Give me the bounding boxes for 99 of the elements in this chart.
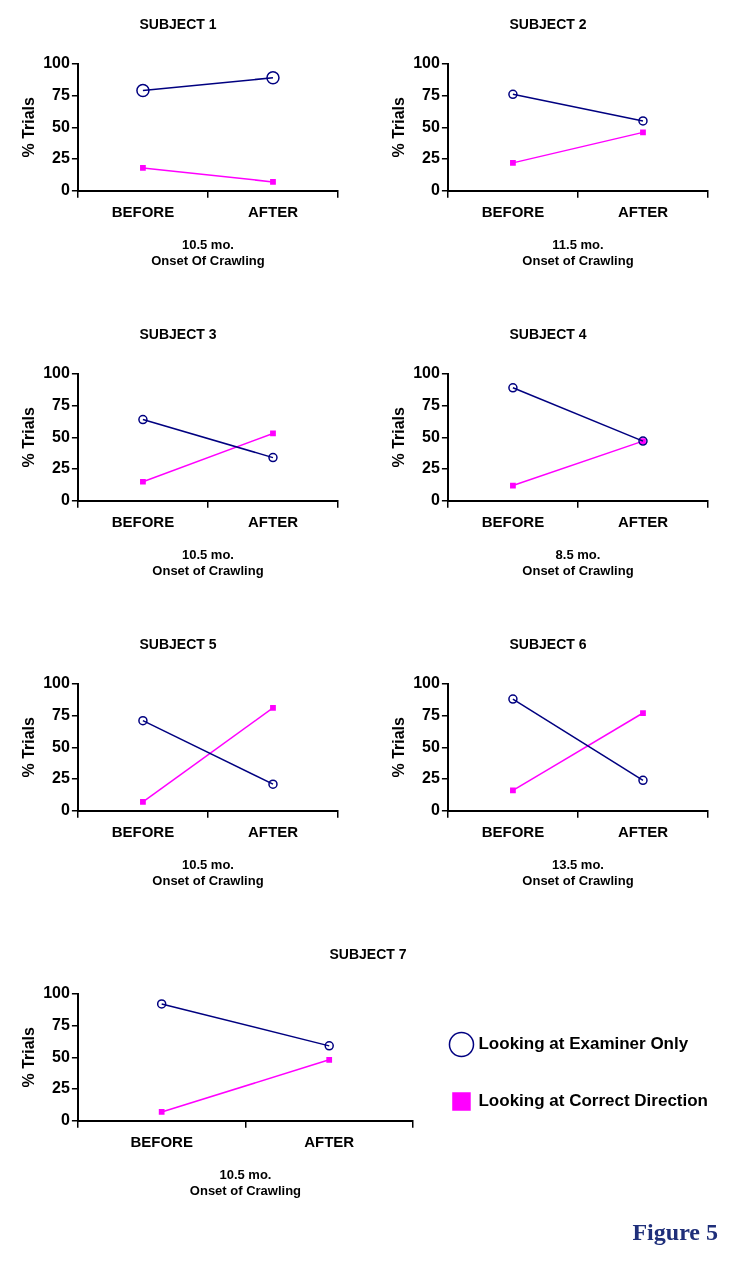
y-axis-title: % Trials [20, 406, 38, 468]
y-tick-label: 0 [60, 801, 70, 819]
x-tick-label: BEFORE [481, 512, 545, 530]
point [138, 414, 148, 425]
chart-title: SUBJECT 7 [329, 946, 407, 963]
y-tick-label: 100 [43, 674, 70, 692]
y-tick-label: 100 [413, 674, 440, 692]
x-tick-label: BEFORE [130, 1132, 193, 1150]
y-tick-label: 0 [430, 491, 440, 509]
y-tick-label: 50 [52, 427, 70, 445]
y-tick-label: 25 [52, 459, 70, 477]
y-tick-label: 0 [60, 181, 70, 199]
y-tick-label: 100 [413, 54, 440, 72]
y-tick-label: 100 [43, 54, 70, 72]
point [140, 165, 146, 171]
point [510, 787, 516, 794]
point [640, 129, 646, 136]
x-tick-label: AFTER [247, 822, 299, 840]
y-tick-label: 25 [52, 1079, 70, 1097]
point [156, 999, 167, 1009]
point [324, 1041, 334, 1051]
point [268, 779, 278, 789]
y-tick-label: 100 [43, 984, 70, 1002]
point [138, 715, 148, 726]
x-tick-label: BEFORE [111, 202, 175, 220]
y-tick-label: 50 [52, 1047, 70, 1065]
x-tick-label: AFTER [247, 202, 299, 220]
y-tick-label: 50 [422, 427, 440, 445]
chart-title: SUBJECT 4 [509, 326, 587, 343]
y-axis-title: % Trials [390, 406, 408, 468]
y-tick-label: 75 [422, 85, 440, 103]
y-tick-label: 0 [430, 181, 440, 199]
x-tick-label: AFTER [617, 202, 669, 220]
y-axis-title: % Trials [390, 96, 408, 158]
point [270, 430, 276, 437]
point [508, 89, 518, 100]
x-tick-label: BEFORE [481, 822, 545, 840]
point [140, 478, 146, 485]
point [510, 159, 516, 166]
legend-label: Looking at Correct Direction [478, 1091, 709, 1111]
y-tick-label: 0 [60, 491, 70, 509]
x-axis-title: 10.5 mo. Onset of Crawling [189, 1167, 302, 1198]
y-tick-label: 100 [413, 364, 440, 382]
chart-title: SUBJECT 6 [509, 636, 587, 653]
point [268, 452, 278, 463]
point [508, 694, 518, 704]
x-axis-title: 10.5 mo. Onset of Crawling [152, 857, 264, 888]
x-tick-label: AFTER [247, 512, 299, 530]
y-tick-label: 75 [52, 1015, 70, 1033]
x-tick-label: BEFORE [111, 512, 175, 530]
y-tick-label: 75 [52, 395, 70, 413]
point [270, 705, 276, 711]
x-tick-label: AFTER [617, 822, 669, 840]
y-tick-label: 50 [52, 737, 70, 755]
y-axis-title: % Trials [20, 716, 38, 778]
y-tick-label: 25 [52, 769, 70, 787]
x-tick-label: BEFORE [481, 202, 545, 220]
x-axis-title: 11.5 mo. Onset of Crawling [522, 237, 634, 268]
y-tick-label: 25 [52, 149, 70, 167]
x-tick-label: BEFORE [111, 822, 175, 840]
point [140, 799, 146, 805]
y-tick-label: 0 [430, 801, 440, 819]
chart-title: SUBJECT 1 [139, 16, 217, 33]
y-axis-title: % Trials [20, 96, 38, 158]
x-tick-label: AFTER [304, 1132, 355, 1150]
y-tick-label: 50 [52, 117, 70, 135]
y-tick-label: 50 [422, 117, 440, 135]
x-axis-title: 10.5 mo. Onset of Crawling [152, 547, 264, 578]
x-axis-title: 10.5 mo. Onset Of Crawling [151, 237, 265, 268]
x-tick-label: AFTER [617, 512, 669, 530]
y-tick-label: 75 [52, 705, 70, 723]
x-axis-title: 8.5 mo. Onset of Crawling [522, 547, 634, 578]
y-tick-label: 75 [422, 395, 440, 413]
y-tick-label: 25 [422, 459, 440, 477]
y-axis-title: % Trials [390, 716, 408, 778]
point [640, 710, 646, 716]
y-tick-label: 50 [422, 737, 440, 755]
chart-title: SUBJECT 5 [139, 636, 217, 653]
point [158, 1109, 165, 1115]
point [266, 71, 280, 85]
point [270, 179, 276, 185]
point [638, 116, 648, 126]
y-axis-title: % Trials [20, 1026, 38, 1088]
y-tick-label: 75 [422, 705, 440, 723]
chart-title: SUBJECT 3 [139, 326, 217, 343]
point [326, 1056, 333, 1063]
point [638, 775, 648, 786]
y-tick-label: 25 [422, 149, 440, 167]
legend-label: Looking at Examiner Only [478, 1034, 689, 1054]
y-tick-label: 25 [422, 769, 440, 787]
y-tick-label: 75 [52, 85, 70, 103]
x-axis-title: 13.5 mo. Onset of Crawling [522, 857, 634, 888]
point [136, 83, 150, 98]
point [508, 383, 518, 393]
y-tick-label: 100 [43, 364, 70, 382]
caption: Figure 5 [632, 1219, 718, 1246]
chart-title: SUBJECT 2 [509, 16, 587, 33]
y-tick-label: 0 [60, 1111, 70, 1129]
point [510, 482, 516, 489]
